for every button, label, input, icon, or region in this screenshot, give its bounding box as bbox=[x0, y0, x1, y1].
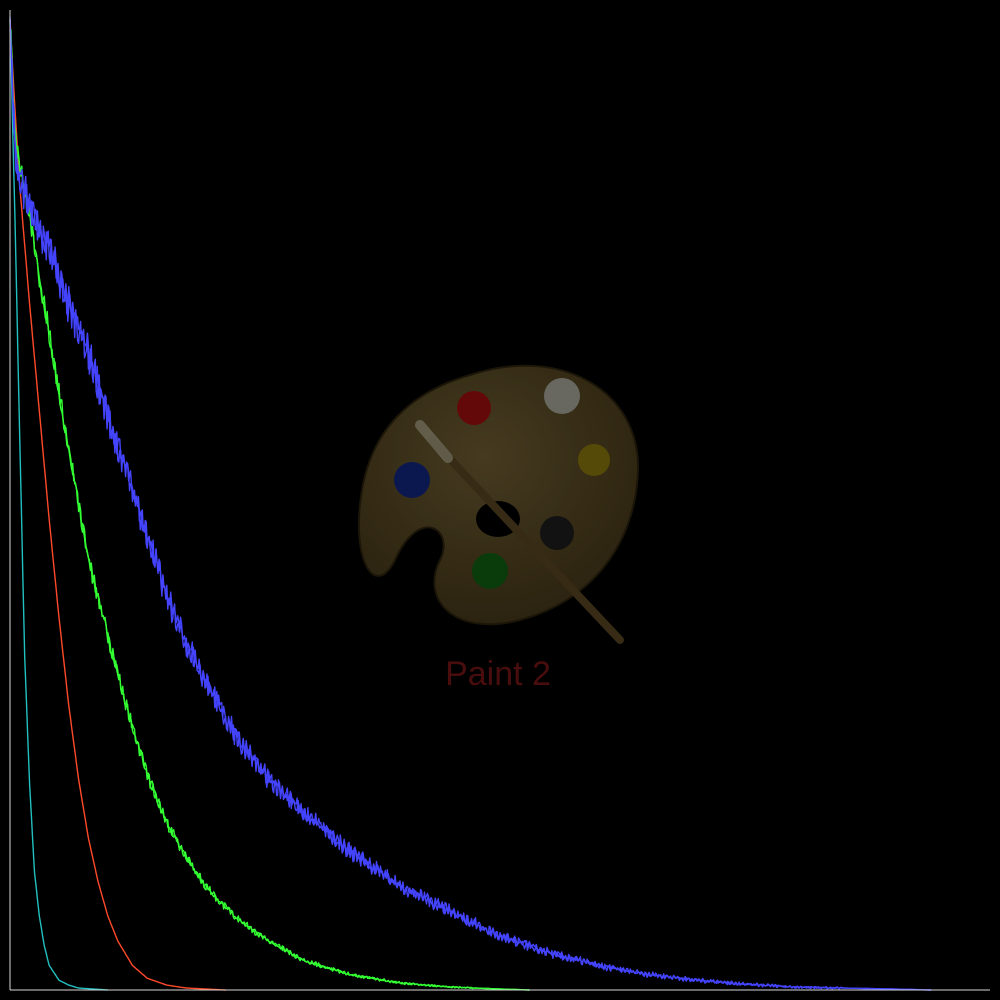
paint-palette-icon bbox=[359, 366, 638, 640]
series-line-0 bbox=[10, 20, 108, 990]
watermark-label: Paint 2 bbox=[445, 655, 551, 693]
series-line-1 bbox=[10, 20, 226, 990]
